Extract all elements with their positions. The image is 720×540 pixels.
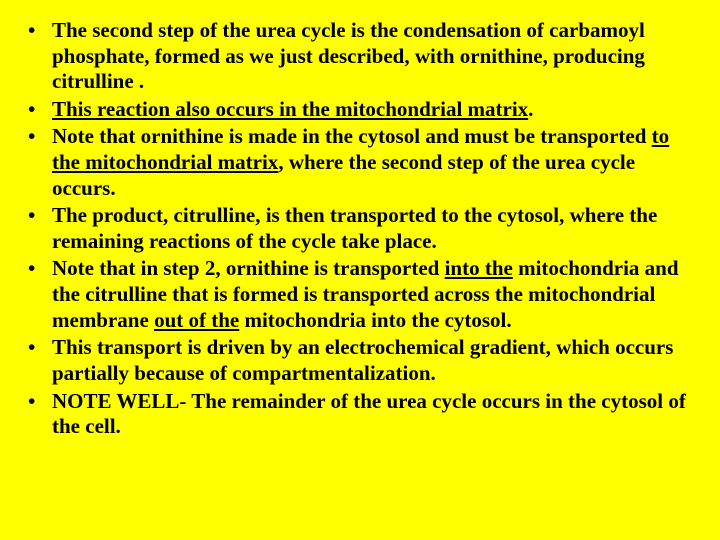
bullet-text-segment: .	[528, 97, 533, 121]
bullet-text-segment: This reaction also occurs in the mitocho…	[52, 97, 528, 121]
bullet-item: Note that in step 2, ornithine is transp…	[18, 256, 694, 333]
bullet-item: NOTE WELL- The remainder of the urea cyc…	[18, 389, 694, 440]
bullet-list: The second step of the urea cycle is the…	[18, 18, 694, 440]
bullet-text-segment: NOTE WELL- The remainder of the urea cyc…	[52, 389, 686, 439]
bullet-item: Note that ornithine is made in the cytos…	[18, 124, 694, 201]
bullet-text-segment: out of the	[154, 308, 239, 332]
bullet-text-segment: Note that in step 2, ornithine is transp…	[52, 256, 445, 280]
bullet-item: The second step of the urea cycle is the…	[18, 18, 694, 95]
bullet-text-segment: into the	[445, 256, 513, 280]
bullet-item: The product, citrulline, is then transpo…	[18, 203, 694, 254]
bullet-text-segment: This transport is driven by an electroch…	[52, 335, 673, 385]
bullet-item: This transport is driven by an electroch…	[18, 335, 694, 386]
bullet-text-segment: The second step of the urea cycle is the…	[52, 18, 645, 93]
bullet-item: This reaction also occurs in the mitocho…	[18, 97, 694, 123]
bullet-text-segment: Note that ornithine is made in the cytos…	[52, 124, 652, 148]
bullet-text-segment: The product, citrulline, is then transpo…	[52, 203, 657, 253]
bullet-text-segment: mitochondria into the cytosol.	[239, 308, 511, 332]
